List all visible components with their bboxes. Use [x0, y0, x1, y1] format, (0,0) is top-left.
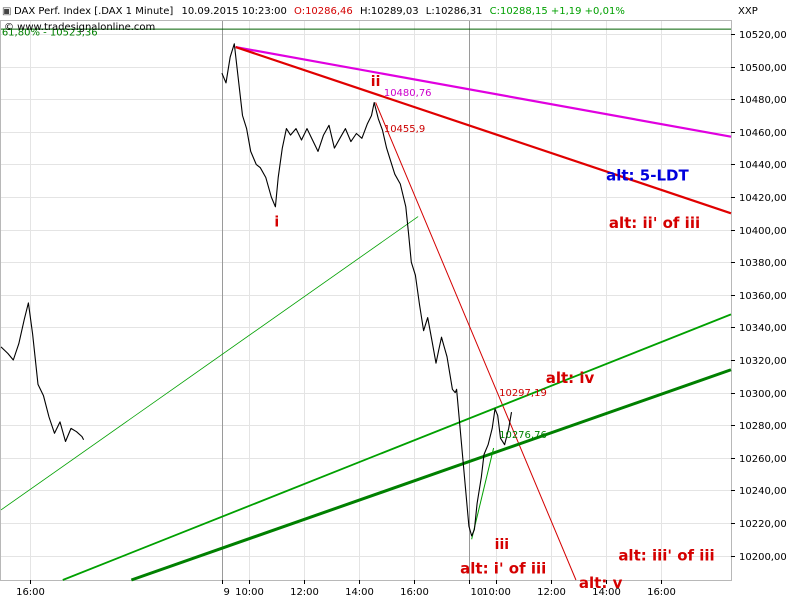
annotation-label: i — [274, 214, 279, 230]
y-tick-label: 10440,00 — [739, 160, 787, 171]
y-tick-label: 10520,00 — [739, 30, 787, 41]
x-tick-label: 14:00 — [345, 587, 374, 598]
x-tick-label: 10:00 — [235, 587, 264, 598]
y-tick-label: 10300,00 — [739, 389, 787, 400]
y-tick-label: 10260,00 — [739, 454, 787, 465]
trendlines-layer — [0, 28, 732, 582]
y-tick-label: 10200,00 — [739, 552, 787, 563]
annotation-label: alt: ii' of iii — [609, 214, 700, 232]
watermark: © www.tradesignalonline.com — [4, 22, 155, 33]
annotation-label: alt: iv — [546, 369, 595, 387]
instrument-name: DAX Perf. Index [.DAX 1 Minute] — [14, 6, 173, 17]
corner-icon: ▣ — [2, 6, 11, 17]
annotation-label: 10480,76 — [384, 88, 432, 99]
trendline-red-thin — [375, 102, 577, 581]
x-tick-label: 16:00 — [400, 587, 429, 598]
x-tick-label: 14:00 — [592, 587, 621, 598]
axis-title: XXP — [738, 6, 758, 17]
x-tick-label: 16:00 — [647, 587, 676, 598]
y-tick-label: 10460,00 — [739, 128, 787, 139]
annotation-label: iii — [495, 537, 509, 553]
x-tick-label: 9 — [224, 587, 230, 598]
header-datetime: 10.09.2015 10:23:00 — [181, 6, 286, 17]
y-tick-label: 10240,00 — [739, 486, 787, 497]
annotation-label: alt: 5-LDT — [606, 167, 689, 185]
svg-text:DAX Perf. Index [.DAX 1 Minut: DAX Perf. Index [.DAX 1 Minute] 10.09.20… — [14, 6, 625, 17]
y-axis: 10200,00 10220,00 10240,00 10260,00 10280,00… — [731, 30, 787, 563]
y-tick-label: 10320,00 — [739, 356, 787, 367]
x-tick-label: 10:00 — [482, 587, 511, 598]
annotation-label: 61,80% - 10523,36 — [2, 28, 98, 39]
chart-header: ▣ DAX Perf. Index [.DAX 1 Minute] 10.09.… — [2, 6, 758, 33]
annotation-label: 10297,19 — [499, 388, 547, 399]
annotation-label: alt: iii' of iii — [618, 546, 714, 564]
annotation-label: ii — [371, 74, 381, 90]
y-tick-label: 10500,00 — [739, 63, 787, 74]
annotation-label: 10276,76 — [499, 430, 547, 441]
x-tick-label: 16:00 — [16, 587, 45, 598]
x-tick-label: 12:00 — [537, 587, 566, 598]
trendline-green-thin — [0, 216, 419, 511]
annotation-label: alt: v — [579, 574, 623, 592]
y-tick-label: 10360,00 — [739, 291, 787, 302]
grid-layer — [1, 21, 731, 580]
annotation-label: 10455,9 — [384, 124, 425, 135]
x-tick-label: 12:00 — [290, 587, 319, 598]
trendline-green-lower — [130, 368, 732, 582]
price-layer — [0, 43, 513, 537]
trendline-red-trend — [235, 46, 732, 215]
trendline-magenta — [235, 45, 732, 138]
y-tick-label: 10280,00 — [739, 421, 787, 432]
trendline-green-upper — [62, 313, 732, 581]
header-open: O:10286,46 — [294, 6, 353, 17]
annotation-label: alt: i' of iii — [460, 559, 546, 577]
price-series-line — [0, 43, 513, 537]
header-close: C:10288,15 +1,19 +0,01% — [490, 6, 625, 17]
header-low: L:10286,31 — [426, 6, 483, 17]
header-high: H:10289,03 — [360, 6, 419, 17]
y-tick-label: 10340,00 — [739, 323, 787, 334]
y-tick-label: 10220,00 — [739, 519, 787, 530]
x-tick-label: 10 — [471, 587, 484, 598]
y-tick-label: 10420,00 — [739, 193, 787, 204]
y-tick-label: 10380,00 — [739, 258, 787, 269]
y-tick-label: 10400,00 — [739, 226, 787, 237]
y-tick-label: 10480,00 — [739, 95, 787, 106]
annotations-layer: 61,80% - 10523,36 10480,76 10455,9 10297,19… — [2, 28, 715, 592]
